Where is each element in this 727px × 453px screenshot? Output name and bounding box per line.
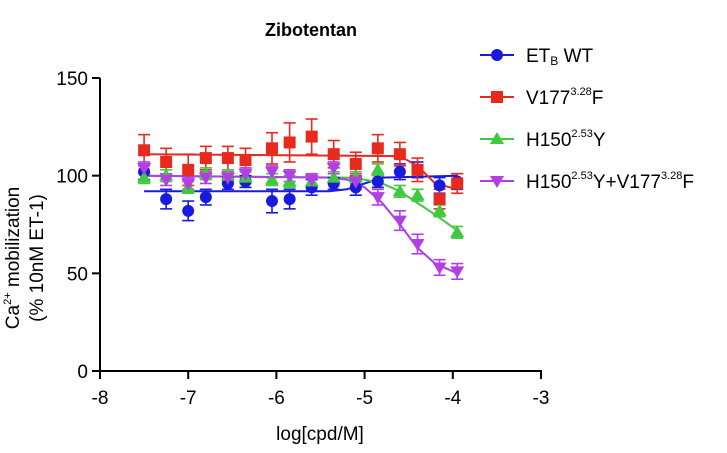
point-h150-2-53-y [137, 170, 152, 183]
legend-label: H1502.53Y [526, 128, 606, 151]
point-h150-2-53-y [370, 162, 385, 175]
point-h150-2-53-y [432, 203, 447, 216]
point-v177-3-28-f [138, 144, 151, 157]
point-h150-2-53-y-v177-3-28-f [264, 166, 279, 179]
point-etb-wt [393, 165, 406, 178]
point-etb-wt [182, 204, 195, 217]
axes: -8 -7 -6 -5 -4 -3 0 50 100 150 [56, 69, 549, 409]
point-h150-2-53-y-v177-3-28-f [432, 262, 447, 275]
legend-marker [490, 176, 504, 188]
y-tick-label: 0 [77, 362, 88, 383]
legend-marker [491, 91, 503, 103]
x-tick-label: -7 [180, 388, 197, 409]
point-h150-2-53-y-v177-3-28-f [159, 174, 174, 187]
legend-marker [490, 132, 504, 144]
y-tick-label: 50 [67, 264, 88, 285]
x-tick-label: -3 [533, 388, 550, 409]
point-h150-2-53-y [450, 225, 465, 238]
point-h150-2-53-y [410, 188, 425, 201]
x-tick-label: -4 [444, 388, 461, 409]
legend-label: ETB WT [526, 46, 594, 68]
point-v177-3-28-f [349, 157, 362, 170]
point-etb-wt [265, 195, 278, 208]
point-etb-wt [433, 179, 446, 192]
point-v177-3-28-f [221, 152, 234, 165]
point-h150-2-53-y-v177-3-28-f [137, 162, 152, 175]
point-v177-3-28-f [411, 163, 424, 176]
point-h150-2-53-y [392, 184, 407, 197]
point-h150-2-53-y-v177-3-28-f [450, 266, 465, 279]
data-points [137, 130, 465, 279]
point-h150-2-53-y-v177-3-28-f [370, 192, 385, 205]
point-v177-3-28-f [451, 177, 464, 190]
x-tick-label: -8 [92, 388, 109, 409]
point-h150-2-53-y-v177-3-28-f [410, 239, 425, 252]
legend-marker [491, 49, 503, 61]
legend-item-etb-wt: ETB WT [480, 46, 594, 68]
x-axis-label: log[cpd/M] [276, 424, 364, 445]
point-h150-2-53-y [326, 170, 341, 183]
point-h150-2-53-y-v177-3-28-f [326, 162, 341, 175]
point-v177-3-28-f [433, 193, 446, 206]
point-v177-3-28-f [305, 130, 318, 143]
point-h150-2-53-y-v177-3-28-f [220, 172, 235, 185]
legend-item-h150-2-53-y: H1502.53Y [480, 128, 606, 151]
y-axis-label: Ca2+ mobilization (% 10nM ET-1) [2, 187, 48, 329]
svg-text:Ca2+ mobilization: Ca2+ mobilization [2, 187, 24, 329]
point-v177-3-28-f [265, 142, 278, 155]
point-v177-3-28-f [283, 136, 296, 149]
y-label-sup: 2+ [2, 292, 14, 305]
point-h150-2-53-y-v177-3-28-f [198, 172, 213, 185]
point-v177-3-28-f [182, 163, 195, 176]
point-etb-wt [371, 175, 384, 188]
x-tick-label: -6 [268, 388, 285, 409]
point-v177-3-28-f [239, 154, 252, 167]
y-label-unit: (% 10nM ET-1) [27, 194, 48, 322]
legend: ETB WT V1773.28F H1502.53Y H1502.53Y+V1773.… [480, 46, 694, 193]
point-v177-3-28-f [199, 152, 212, 165]
point-h150-2-53-y-v177-3-28-f [348, 176, 363, 189]
y-label-mobilization: mobilization [3, 187, 24, 293]
point-v177-3-28-f [393, 148, 406, 161]
y-tick-label: 100 [56, 167, 88, 188]
legend-label: H1502.53Y+V1773.28F [526, 170, 694, 193]
x-tick-label: -5 [356, 388, 373, 409]
legend-item-v177-3-28-f: V1773.28F [480, 86, 603, 109]
point-etb-wt [199, 191, 212, 204]
point-v177-3-28-f [327, 148, 340, 161]
legend-label: V1773.28F [526, 86, 603, 109]
y-label-ca: Ca [3, 305, 24, 330]
point-v177-3-28-f [371, 142, 384, 155]
y-tick-label: 150 [56, 69, 88, 90]
point-h150-2-53-y-v177-3-28-f [282, 170, 297, 183]
point-h150-2-53-y-v177-3-28-f [181, 178, 196, 191]
chart-title: Zibotentan [265, 20, 357, 40]
point-etb-wt [283, 193, 296, 206]
point-etb-wt [160, 193, 173, 206]
point-v177-3-28-f [160, 155, 173, 168]
legend-item-h150-2-53-y-v177-3-28-f: H1502.53Y+V1773.28F [480, 170, 694, 193]
point-h150-2-53-y-v177-3-28-f [304, 174, 319, 187]
point-h150-2-53-y-v177-3-28-f [392, 215, 407, 228]
point-h150-2-53-y-v177-3-28-f [238, 168, 253, 181]
